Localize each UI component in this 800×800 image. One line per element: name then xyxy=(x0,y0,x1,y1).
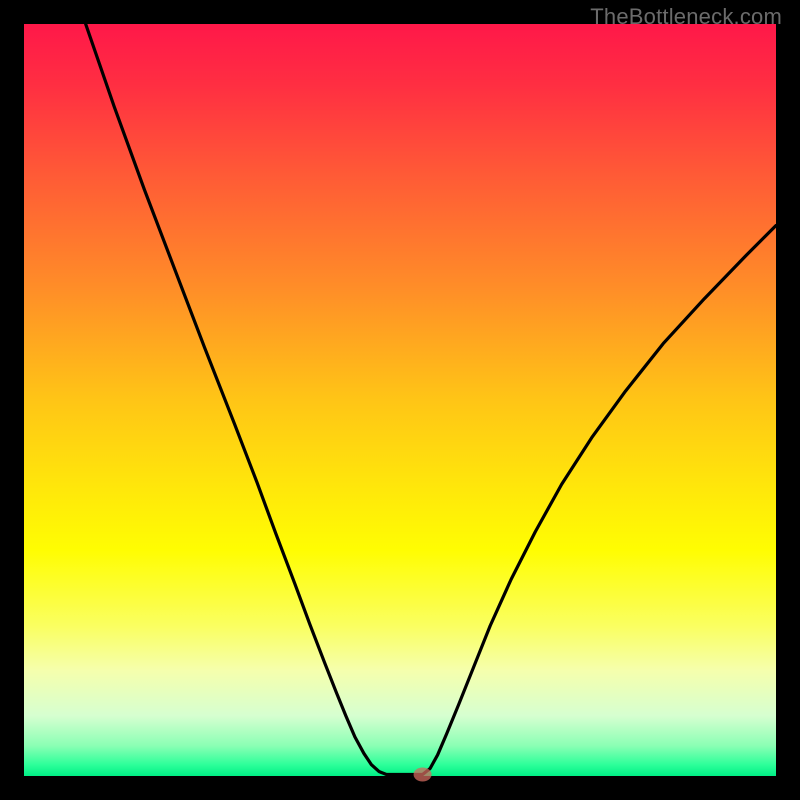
optimal-point-marker xyxy=(414,767,432,781)
bottleneck-chart: TheBottleneck.com xyxy=(0,0,800,800)
watermark-text: TheBottleneck.com xyxy=(590,4,782,30)
chart-svg xyxy=(0,0,800,800)
plot-background xyxy=(24,24,776,776)
